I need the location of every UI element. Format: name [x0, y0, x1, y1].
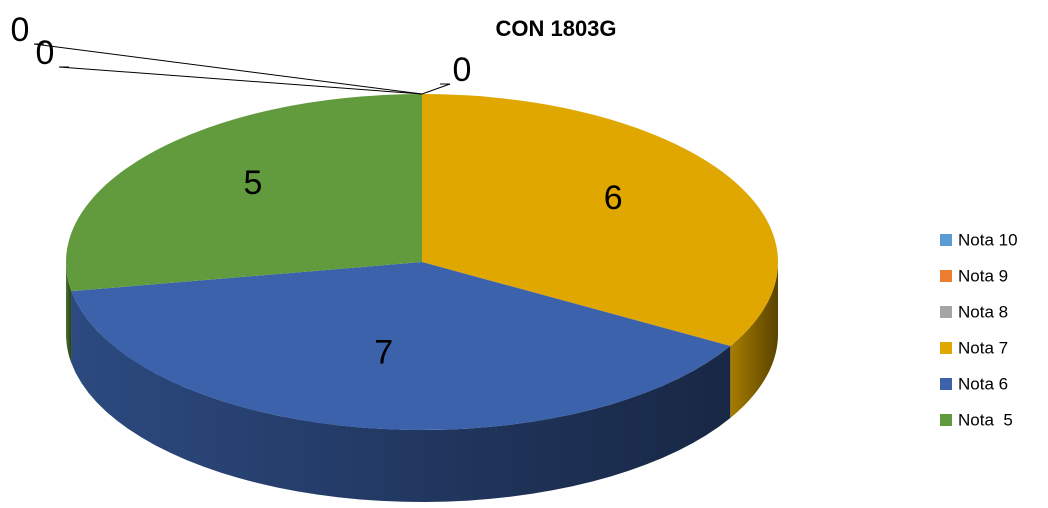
legend-label: Nota 7	[958, 338, 1008, 357]
legend-swatch	[940, 234, 952, 246]
leader-line	[421, 83, 451, 95]
chart-title: CON 1803G	[495, 16, 616, 41]
pie-slice	[71, 262, 731, 431]
legend-swatch	[940, 270, 952, 282]
pie-side	[71, 291, 731, 502]
legend-swatch	[940, 414, 952, 426]
data-label: 0	[36, 34, 55, 72]
legend-label: Nota 6	[958, 374, 1008, 393]
legend-label: Nota 9	[958, 266, 1008, 285]
pie-side	[730, 262, 778, 418]
data-label: 0	[11, 11, 30, 49]
pie-slice	[65, 94, 422, 292]
leader-line	[58, 66, 423, 95]
data-label: 6	[604, 179, 623, 217]
data-label: 7	[374, 334, 393, 372]
legend-swatch	[940, 378, 952, 390]
legend-swatch	[940, 342, 952, 354]
data-label: 0	[453, 51, 472, 89]
leader-line	[33, 43, 423, 95]
legend-label: Nota 10	[958, 230, 1018, 249]
legend-label: Nota 8	[958, 302, 1008, 321]
data-label: 5	[243, 164, 262, 202]
pie-slice	[422, 94, 778, 346]
pie-side	[66, 262, 72, 364]
legend-label: Nota 5	[958, 410, 1013, 429]
legend-swatch	[940, 306, 952, 318]
